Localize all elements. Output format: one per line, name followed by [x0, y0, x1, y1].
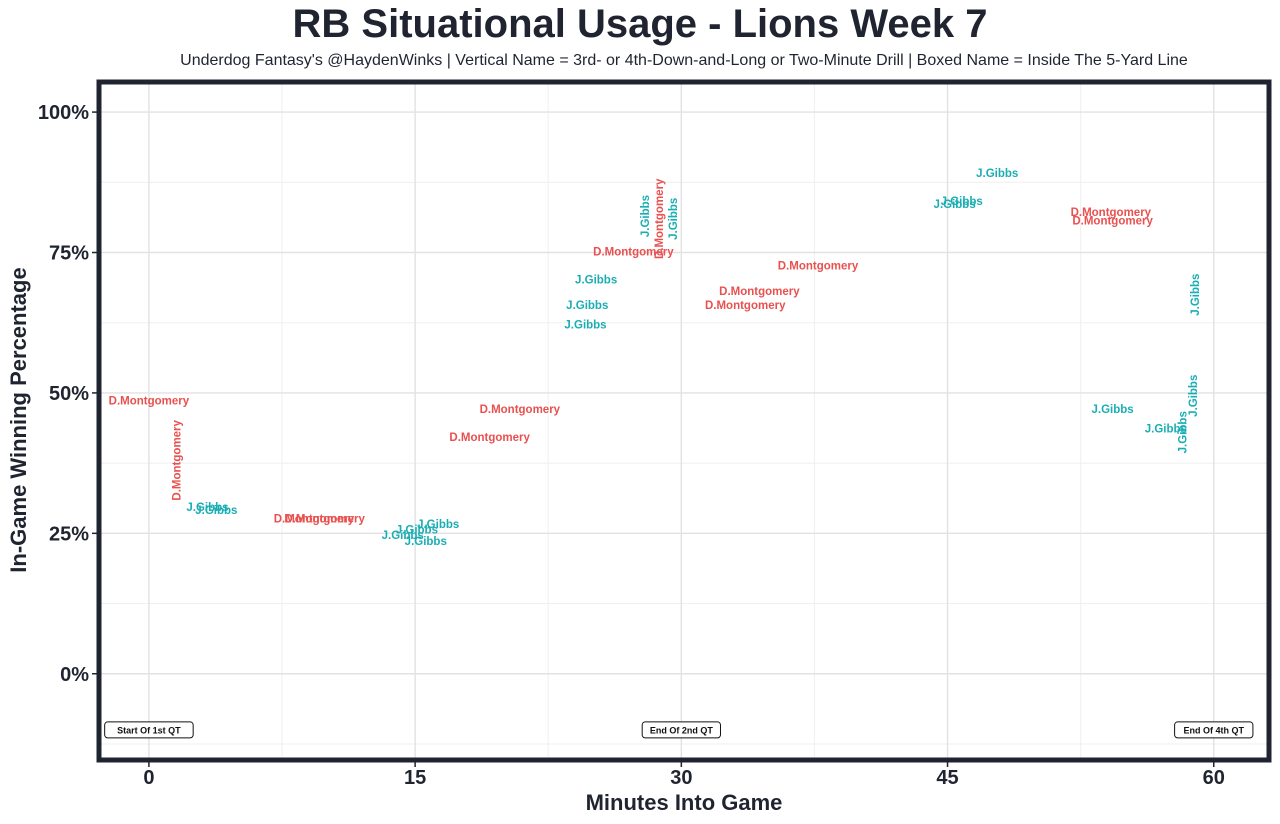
quarter-annotation: End Of 2nd QT	[641, 721, 721, 739]
annotation-label: End Of 4th QT	[1184, 725, 1245, 735]
data-point-label: D.Montgomery	[284, 513, 365, 525]
annotation-box	[104, 721, 194, 739]
annotation-label: End Of 2nd QT	[650, 725, 713, 735]
data-point-label: D.Montgomery	[109, 395, 190, 407]
y-tick-label: 0%	[60, 664, 89, 686]
x-tick-label: 60	[1203, 767, 1225, 789]
data-point-label: J.Gibbs	[405, 536, 447, 548]
annotation-label: Start Of 1st QT	[117, 725, 181, 735]
chart-subtitle: Underdog Fantasy's @HaydenWinks | Vertic…	[180, 52, 1188, 69]
y-tick-label: 25%	[49, 523, 89, 545]
data-point-label: J.Gibbs	[1178, 411, 1190, 453]
data-point-label: D.Montgomery	[1071, 207, 1152, 219]
x-tick-label: 45	[936, 767, 958, 789]
quarter-annotations: Start Of 1st QT End Of 2nd QT End Of 4th Q…	[104, 721, 1254, 739]
data-point-label: J.Gibbs	[564, 320, 606, 332]
plot-border	[96, 79, 1272, 763]
data-point-label: J.Gibbs	[934, 199, 976, 211]
x-tick-label: 15	[404, 767, 426, 789]
quarter-annotation: Start Of 1st QT	[104, 721, 194, 739]
data-point-label: D.Montgomery	[705, 300, 786, 312]
quarter-annotation: End Of 4th QT	[1174, 721, 1254, 739]
data-point-label: D.Montgomery	[1072, 216, 1153, 228]
data-labels: D.MontgomeryD.MontgomeryD.MontgomeryD.Mo…	[109, 168, 1202, 548]
data-point-label: D.Montgomery	[171, 419, 183, 500]
y-axis-label: In-Game Winning Percentage	[6, 267, 31, 572]
x-tick-label: 30	[670, 767, 692, 789]
y-tick-label: 100%	[38, 102, 89, 124]
y-axis-ticks: 0% 25% 50% 75% 100%	[38, 102, 99, 686]
data-point-label: D.Montgomery	[654, 178, 666, 259]
data-point-label: D.Montgomery	[593, 247, 674, 259]
data-point-label: D.Montgomery	[778, 261, 859, 273]
data-point-label: J.Gibbs	[186, 502, 228, 514]
grid-lines	[101, 84, 1267, 758]
data-point-label: D.Montgomery	[719, 286, 800, 298]
data-point-label: J.Gibbs	[417, 519, 459, 531]
data-point-label: J.Gibbs	[396, 525, 438, 537]
y-tick-label: 75%	[49, 243, 89, 265]
data-point-label: D.Montgomery	[449, 432, 530, 444]
data-point-label: D.Montgomery	[480, 404, 561, 416]
data-point-label: J.Gibbs	[566, 300, 608, 312]
data-point-label: J.Gibbs	[1188, 375, 1200, 417]
annotation-box	[1174, 721, 1254, 739]
data-point-label: J.Gibbs	[976, 168, 1018, 180]
data-point-label: J.Gibbs	[668, 198, 680, 240]
data-point-label: J.Gibbs	[640, 195, 652, 237]
data-point-label: J.Gibbs	[195, 505, 237, 517]
data-point-label: J.Gibbs	[941, 196, 983, 208]
data-point-label: J.Gibbs	[382, 530, 424, 542]
data-point-label: J.Gibbs	[1092, 404, 1134, 416]
x-axis-ticks: 0 15 30 45 60	[143, 760, 1225, 789]
data-point-label: J.Gibbs	[575, 275, 617, 287]
x-tick-label: 0	[143, 767, 154, 789]
annotation-box	[641, 721, 721, 739]
x-axis-label: Minutes Into Game	[586, 790, 783, 815]
data-point-label: J.Gibbs	[1145, 423, 1187, 435]
data-point-label: D.Montgomery	[274, 513, 355, 525]
chart-title: RB Situational Usage - Lions Week 7	[292, 2, 988, 46]
data-point-label: J.Gibbs	[1190, 274, 1202, 316]
y-tick-label: 50%	[49, 383, 89, 405]
